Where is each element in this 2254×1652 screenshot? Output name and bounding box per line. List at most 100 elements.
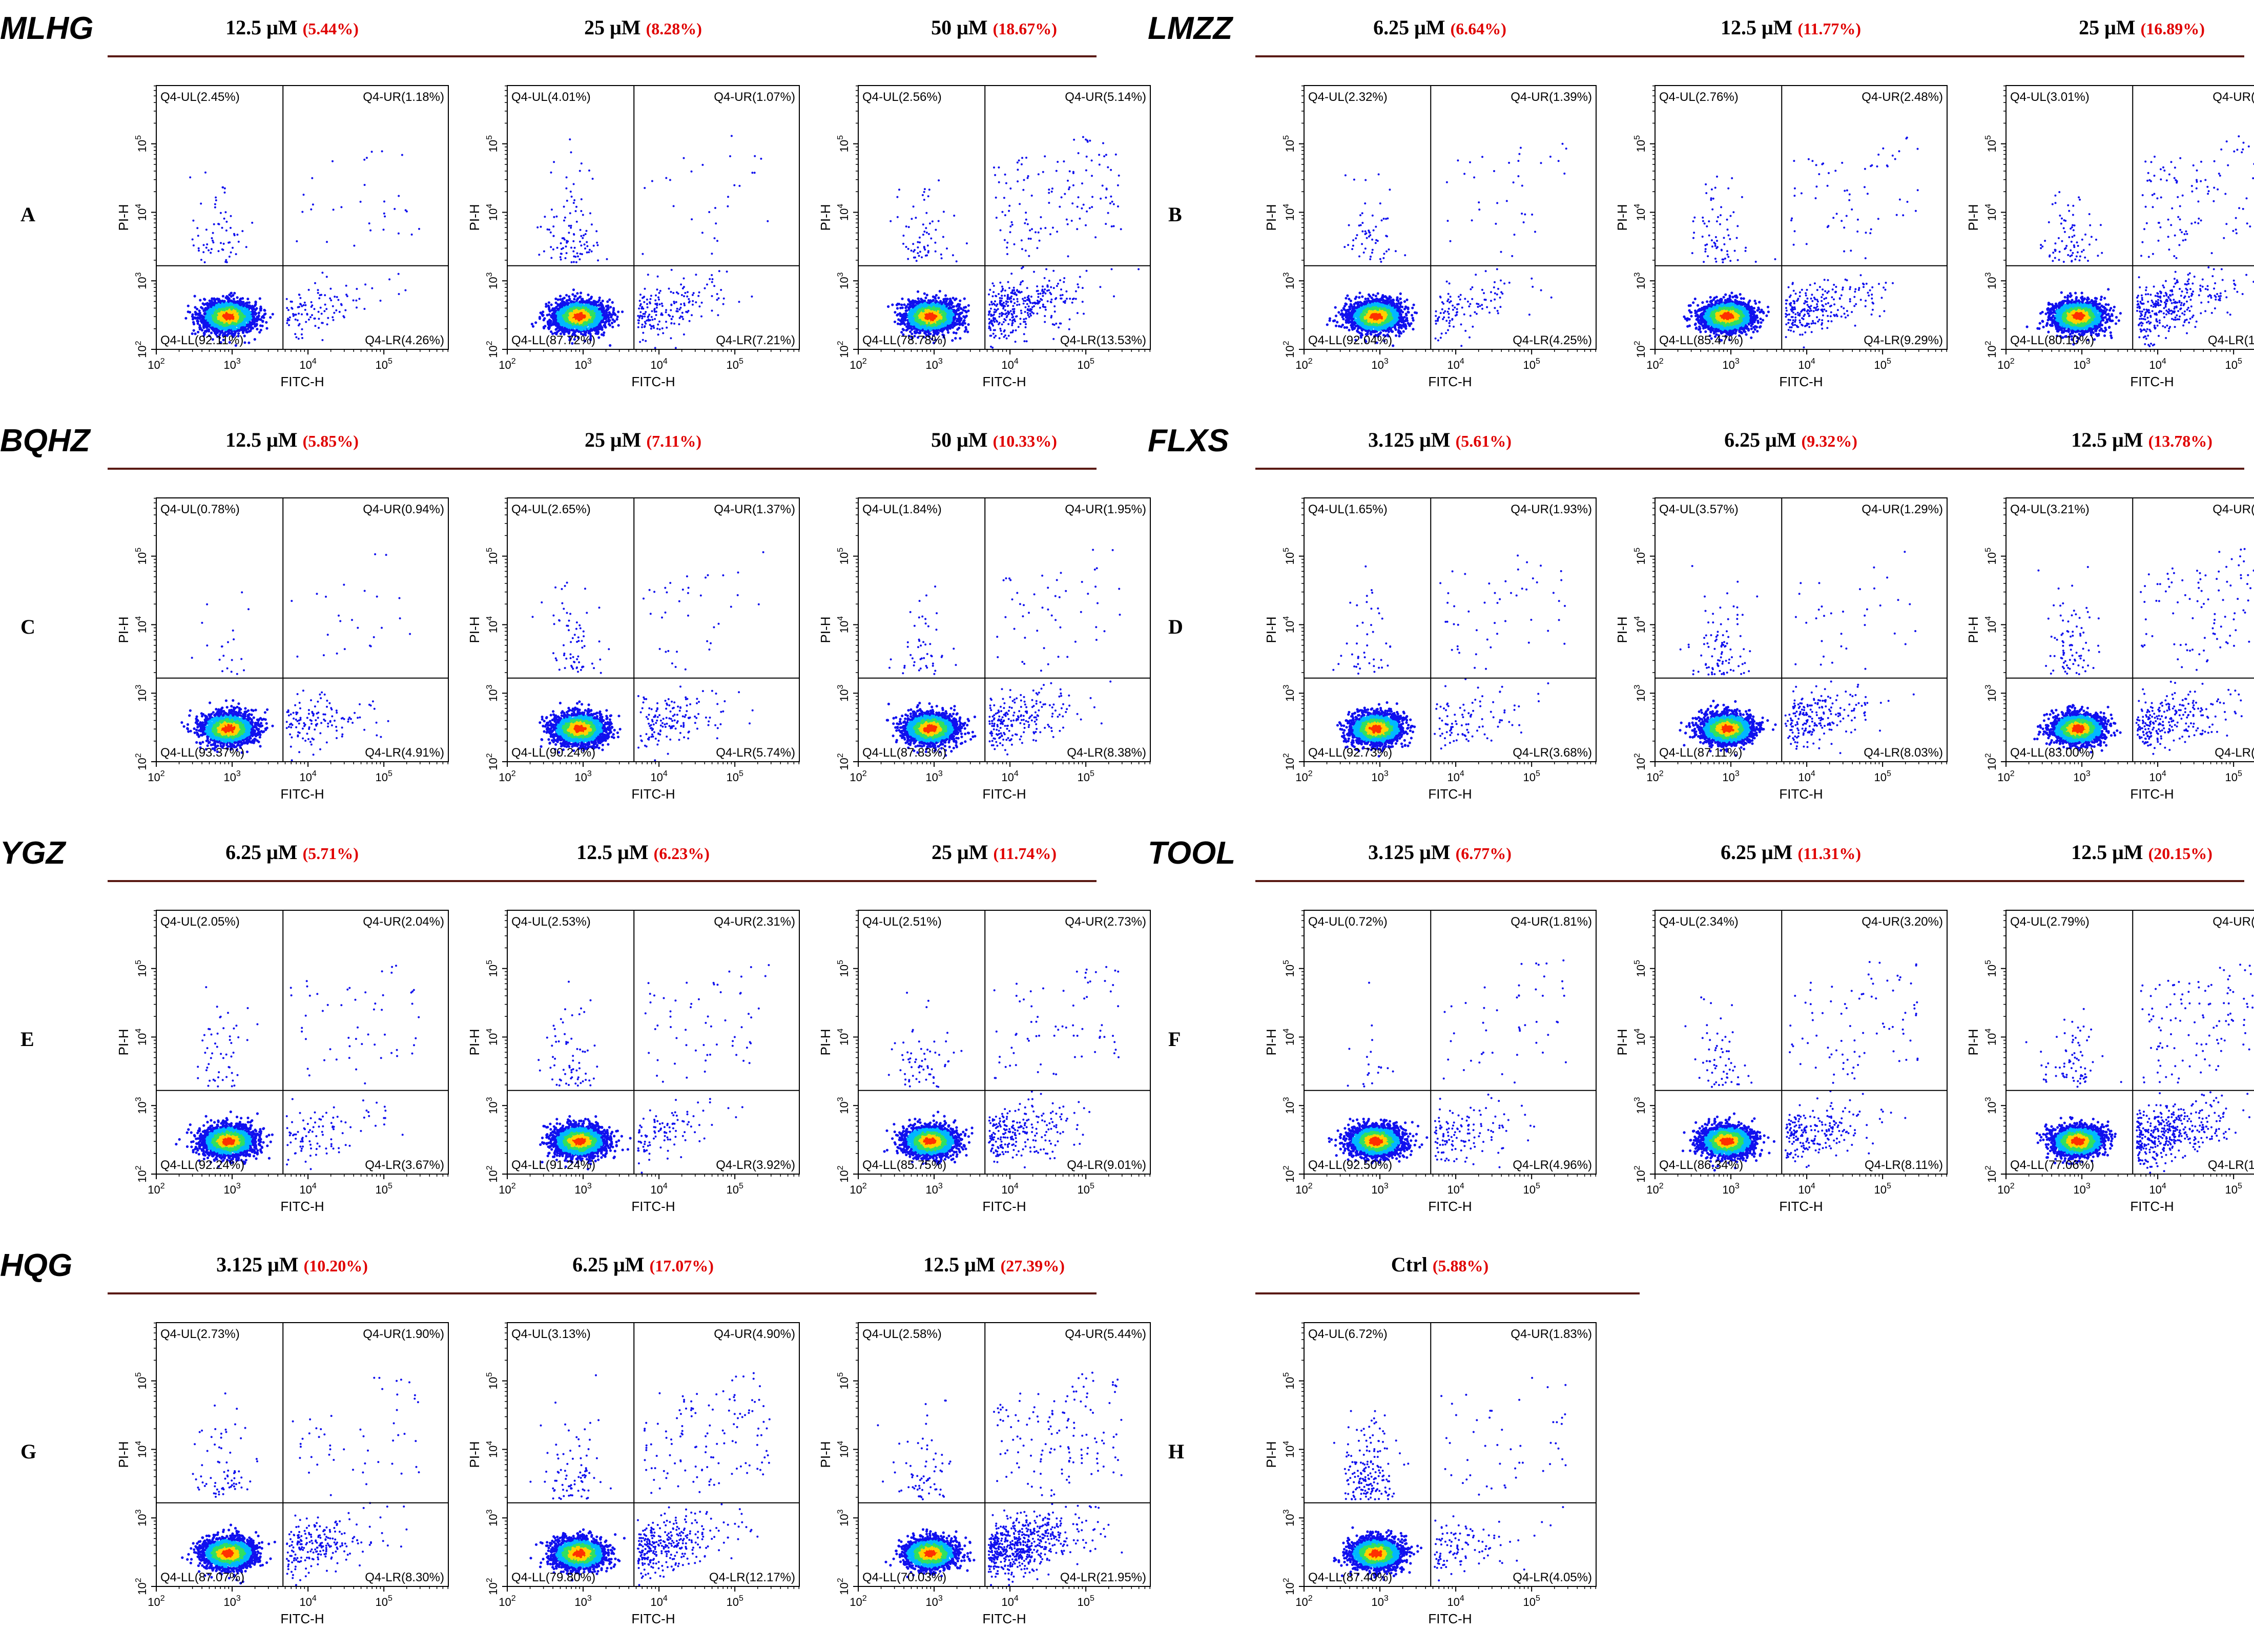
event-dot <box>326 241 328 243</box>
event-dot <box>205 246 208 249</box>
event-dot <box>560 323 563 326</box>
event-dot <box>194 332 197 336</box>
event-dot <box>397 273 400 275</box>
event-dot <box>589 332 592 336</box>
event-dot <box>196 307 199 310</box>
event-dot <box>225 307 229 310</box>
event-dot <box>263 313 266 316</box>
event-dot <box>243 306 246 309</box>
event-dot <box>589 338 592 342</box>
event-dot <box>370 151 373 153</box>
event-dot <box>571 293 574 296</box>
event-dot <box>223 187 226 190</box>
event-dot <box>580 328 583 331</box>
event-dot <box>202 331 205 334</box>
event-dot <box>572 311 575 315</box>
event-dot <box>545 305 548 308</box>
event-dot <box>202 326 205 329</box>
event-dot <box>340 206 343 208</box>
event-dot <box>217 223 220 225</box>
event-dot <box>324 303 326 306</box>
event-dot <box>198 324 201 327</box>
event-dot <box>586 312 589 315</box>
event-dot <box>287 309 289 311</box>
event-dot <box>598 308 601 311</box>
event-dot <box>251 221 254 224</box>
event-dot <box>363 184 366 186</box>
event-dot <box>592 301 595 304</box>
event-dot <box>611 301 614 304</box>
event-dot <box>593 311 596 315</box>
event-dot <box>583 300 586 303</box>
event-dot <box>321 322 323 324</box>
event-dot <box>288 316 291 319</box>
event-dot <box>242 326 245 329</box>
event-dot <box>225 322 228 325</box>
event-dot <box>569 309 572 312</box>
event-dot <box>582 319 585 322</box>
event-dot <box>217 317 220 320</box>
event-dot <box>221 308 224 311</box>
event-dot <box>298 323 301 325</box>
event-dot <box>222 315 225 318</box>
event-dot <box>234 344 237 347</box>
event-dot <box>559 332 563 336</box>
event-dot <box>203 323 206 326</box>
event-dot <box>559 321 562 324</box>
event-dot <box>216 329 219 332</box>
event-dot <box>658 291 660 294</box>
event-dot <box>379 300 382 302</box>
event-dot <box>217 250 220 253</box>
event-dot <box>546 313 549 317</box>
event-dot <box>382 228 385 231</box>
event-dot <box>579 295 582 298</box>
event-dot <box>301 328 303 330</box>
event-dot <box>567 330 570 333</box>
event-dot <box>329 297 332 300</box>
event-dot <box>287 319 289 321</box>
event-dot <box>263 309 266 312</box>
event-dot <box>238 313 241 316</box>
event-dot <box>611 318 614 321</box>
event-dot <box>573 333 576 336</box>
event-dot <box>547 327 550 330</box>
event-dot <box>193 295 196 298</box>
event-dot <box>307 318 310 321</box>
event-dot <box>569 318 572 321</box>
event-dot <box>321 271 324 274</box>
event-dot <box>590 307 593 310</box>
event-dot <box>212 317 215 320</box>
event-dot <box>200 259 202 261</box>
event-dot <box>242 329 245 332</box>
event-dot <box>568 336 571 339</box>
event-dot <box>219 300 222 303</box>
event-dot <box>230 314 233 318</box>
event-dot <box>587 306 590 309</box>
event-dot <box>644 321 646 323</box>
event-dot <box>206 325 209 328</box>
event-dot <box>219 325 222 328</box>
event-dot <box>404 289 407 291</box>
event-dot <box>602 333 605 337</box>
event-dot <box>564 329 567 332</box>
event-dot <box>192 321 195 324</box>
event-dot <box>371 287 374 289</box>
event-dot <box>250 317 253 320</box>
event-dot <box>550 330 553 333</box>
event-dot <box>191 318 195 321</box>
event-dot <box>210 310 213 313</box>
event-dot <box>218 305 221 308</box>
event-dot <box>245 301 249 304</box>
panel-group-mlhg: MLHG A 12.5 μM (5.44%) Q4-UL(2.45%) Q4-UR(1.… <box>0 0 1151 389</box>
event-dot <box>222 339 225 342</box>
event-dot <box>230 308 233 311</box>
event-dot <box>576 297 580 300</box>
event-dot <box>215 199 217 201</box>
x-tick-label: 105 <box>375 357 392 371</box>
event-dot <box>343 316 345 319</box>
event-dot <box>594 305 597 309</box>
event-dot <box>247 305 251 308</box>
event-dot <box>219 212 222 214</box>
event-dot <box>309 316 312 319</box>
event-dot <box>602 313 605 317</box>
